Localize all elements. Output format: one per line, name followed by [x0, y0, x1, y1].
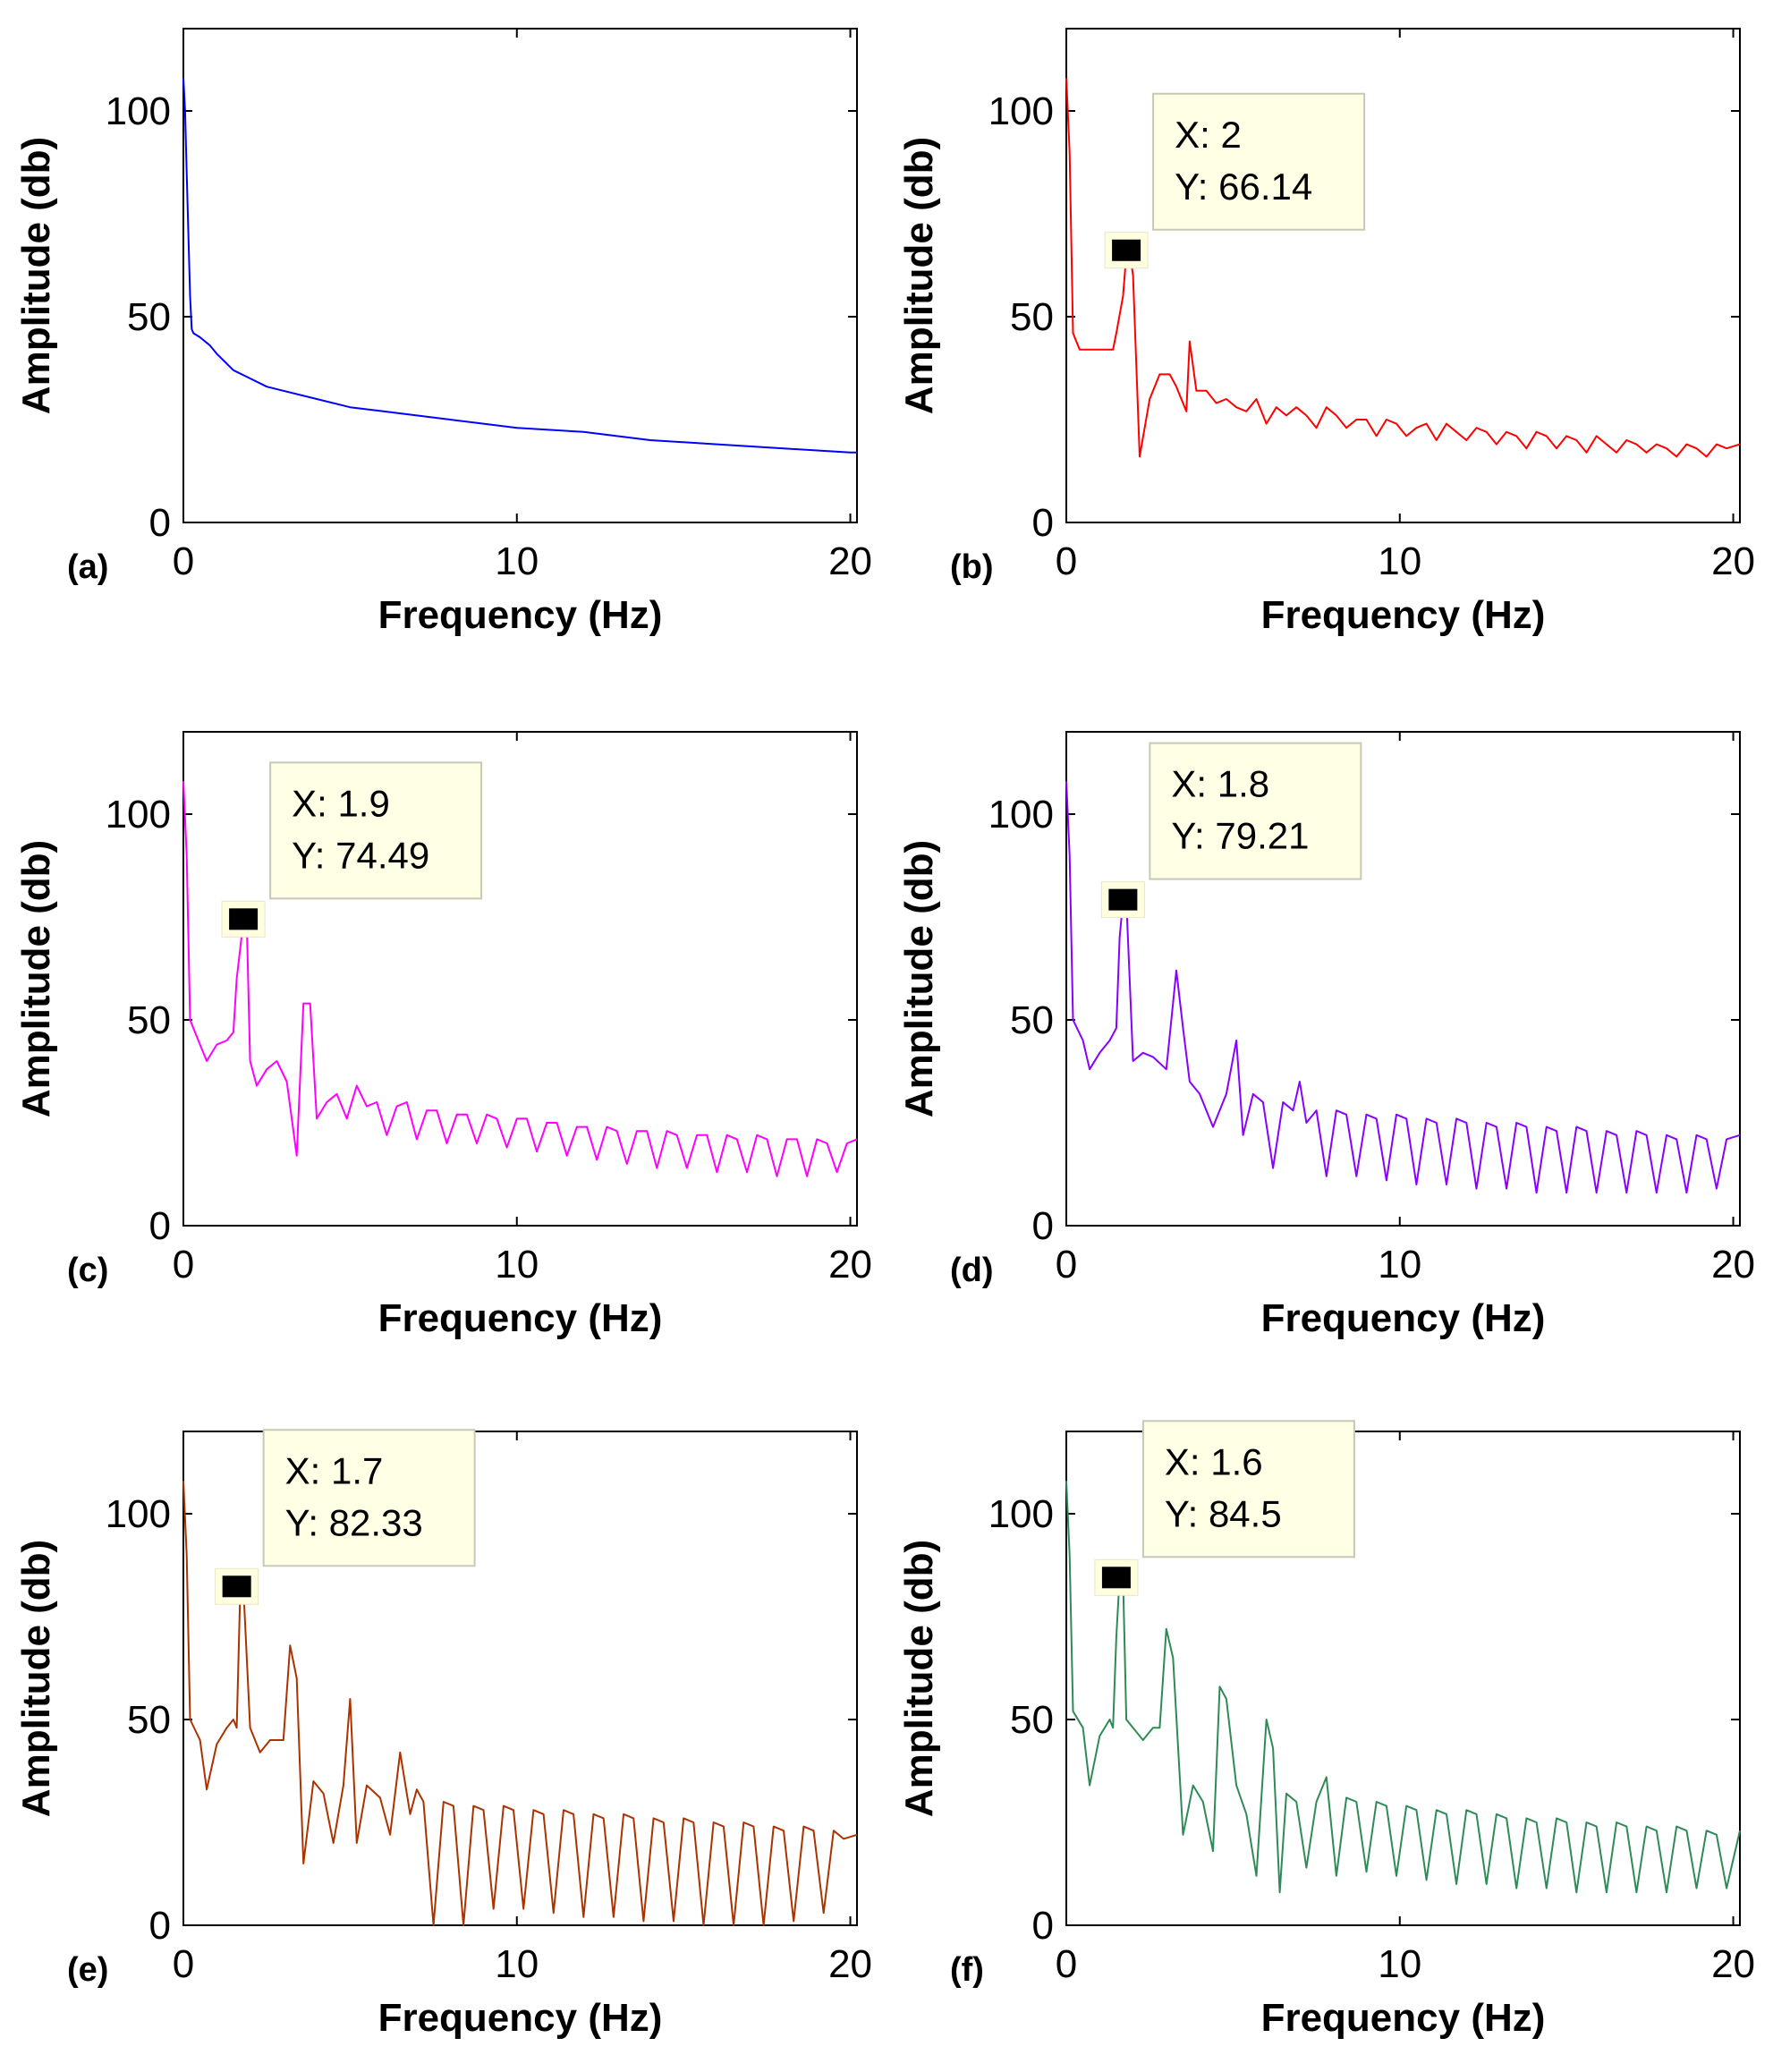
datatip-marker	[1101, 1567, 1131, 1589]
y-tick-label: 50	[127, 295, 171, 339]
y-tick-label: 0	[149, 501, 171, 545]
chart-panel-a: 0 50 100 0 10 20 Frequency (Hz) Amplitude (db) (…	[14, 28, 872, 637]
chart-panel-c: 0 50 100 0 10 20 Frequency (Hz) Amplitude (db) (…	[14, 731, 872, 1340]
x-tick-label: 10	[495, 539, 539, 583]
datatip-y-text: Y: 82.33	[285, 1501, 423, 1543]
x-tick-label: 20	[1711, 1942, 1755, 1986]
x-tick-label: 10	[1378, 1243, 1421, 1287]
datatip-y-text: Y: 74.49	[292, 834, 429, 876]
series-line-e	[182, 1481, 858, 1926]
datatip-box	[269, 761, 483, 900]
chart-panel-e: 0 50 100 0 10 20 Frequency (Hz) Amplitude (db) (…	[14, 1429, 872, 2040]
panel-label: (f)	[950, 1951, 984, 1989]
y-axis-label: Amplitude (db)	[897, 1540, 941, 1817]
datatip-box	[1149, 742, 1362, 880]
x-tick-label: 0	[173, 1942, 194, 1986]
series-line-c	[182, 781, 858, 1177]
y-tick-label: 100	[988, 793, 1054, 836]
x-axis-label: Frequency (Hz)	[1261, 1996, 1546, 2040]
x-tick-label: 20	[828, 1942, 872, 1986]
x-axis-label: Frequency (Hz)	[378, 1996, 663, 2040]
panel-label: (c)	[67, 1252, 108, 1289]
datatip-box	[1141, 1420, 1355, 1558]
x-tick-label: 0	[1056, 1942, 1077, 1986]
series-line-f	[1065, 1481, 1741, 1894]
panel-label: (a)	[67, 548, 108, 586]
y-tick-label: 0	[149, 1904, 171, 1948]
chart-panel-d: 0 50 100 0 10 20 Frequency (Hz) Amplitude (db) (…	[897, 731, 1755, 1340]
y-tick-label: 100	[106, 793, 171, 836]
series-line-b	[1065, 78, 1741, 458]
y-axis-label: Amplitude (db)	[897, 137, 941, 414]
x-tick-label: 0	[173, 1243, 194, 1287]
x-tick-label: 10	[1378, 1942, 1421, 1986]
chart-panel-f: 0 50 100 0 10 20 Frequency (Hz) Amplitude (db) (…	[897, 1420, 1755, 2040]
y-tick-label: 50	[127, 998, 171, 1042]
x-tick-label: 0	[1056, 1243, 1077, 1287]
series-line-a	[182, 78, 857, 454]
y-axis-label: Amplitude (db)	[14, 1540, 58, 1817]
datatip-y-text: Y: 84.5	[1165, 1492, 1282, 1534]
panel-label: (e)	[67, 1951, 108, 1989]
datatip-marker	[1108, 888, 1138, 911]
y-axis-label: Amplitude (db)	[14, 840, 58, 1117]
x-tick-label: 20	[828, 539, 872, 583]
x-tick-label: 10	[495, 1243, 539, 1287]
y-tick-label: 0	[149, 1204, 171, 1248]
y-tick-label: 50	[127, 1698, 171, 1742]
datatip-y-text: Y: 79.21	[1171, 815, 1309, 857]
y-axis-label: Amplitude (db)	[897, 840, 941, 1117]
panel-label: (d)	[950, 1252, 994, 1289]
panel-label: (b)	[950, 548, 994, 586]
datatip-box	[262, 1429, 476, 1567]
y-axis-label: Amplitude (db)	[14, 137, 58, 414]
chart-panel-b: 0 50 100 0 10 20 Frequency (Hz) Amplitude (db) (…	[897, 28, 1755, 637]
x-tick-label: 0	[173, 539, 194, 583]
x-tick-label: 10	[495, 1942, 539, 1986]
x-axis-label: Frequency (Hz)	[1261, 593, 1546, 637]
x-axis-label: Frequency (Hz)	[1261, 1296, 1546, 1340]
datatip-x-text: X: 1.7	[285, 1449, 384, 1491]
y-tick-label: 0	[1032, 1904, 1054, 1948]
x-tick-label: 20	[1711, 1243, 1755, 1287]
y-tick-label: 100	[988, 89, 1054, 133]
series-line-d	[1065, 781, 1741, 1194]
datatip-x-text: X: 1.9	[292, 782, 390, 824]
datatip-x-text: X: 2	[1175, 114, 1242, 156]
x-tick-label: 20	[828, 1243, 872, 1287]
y-tick-label: 100	[988, 1492, 1054, 1536]
y-tick-label: 100	[106, 1492, 171, 1536]
x-tick-label: 20	[1711, 539, 1755, 583]
datatip-y-text: Y: 66.14	[1175, 166, 1312, 208]
datatip-marker	[222, 1575, 251, 1598]
x-axis-label: Frequency (Hz)	[378, 593, 663, 637]
datatip-x-text: X: 1.6	[1165, 1440, 1263, 1482]
y-tick-label: 50	[1010, 1698, 1054, 1742]
y-tick-label: 50	[1010, 998, 1054, 1042]
x-tick-label: 0	[1056, 539, 1077, 583]
y-tick-label: 0	[1032, 501, 1054, 545]
x-tick-label: 10	[1378, 539, 1421, 583]
y-tick-label: 50	[1010, 295, 1054, 339]
datatip-marker	[229, 908, 259, 930]
datatip-x-text: X: 1.8	[1171, 763, 1269, 805]
plot-area	[182, 28, 858, 523]
x-axis-label: Frequency (Hz)	[378, 1296, 663, 1340]
y-tick-label: 100	[106, 89, 171, 133]
datatip-box	[1152, 92, 1366, 231]
y-tick-label: 0	[1032, 1204, 1054, 1248]
datatip-marker	[1112, 239, 1141, 261]
